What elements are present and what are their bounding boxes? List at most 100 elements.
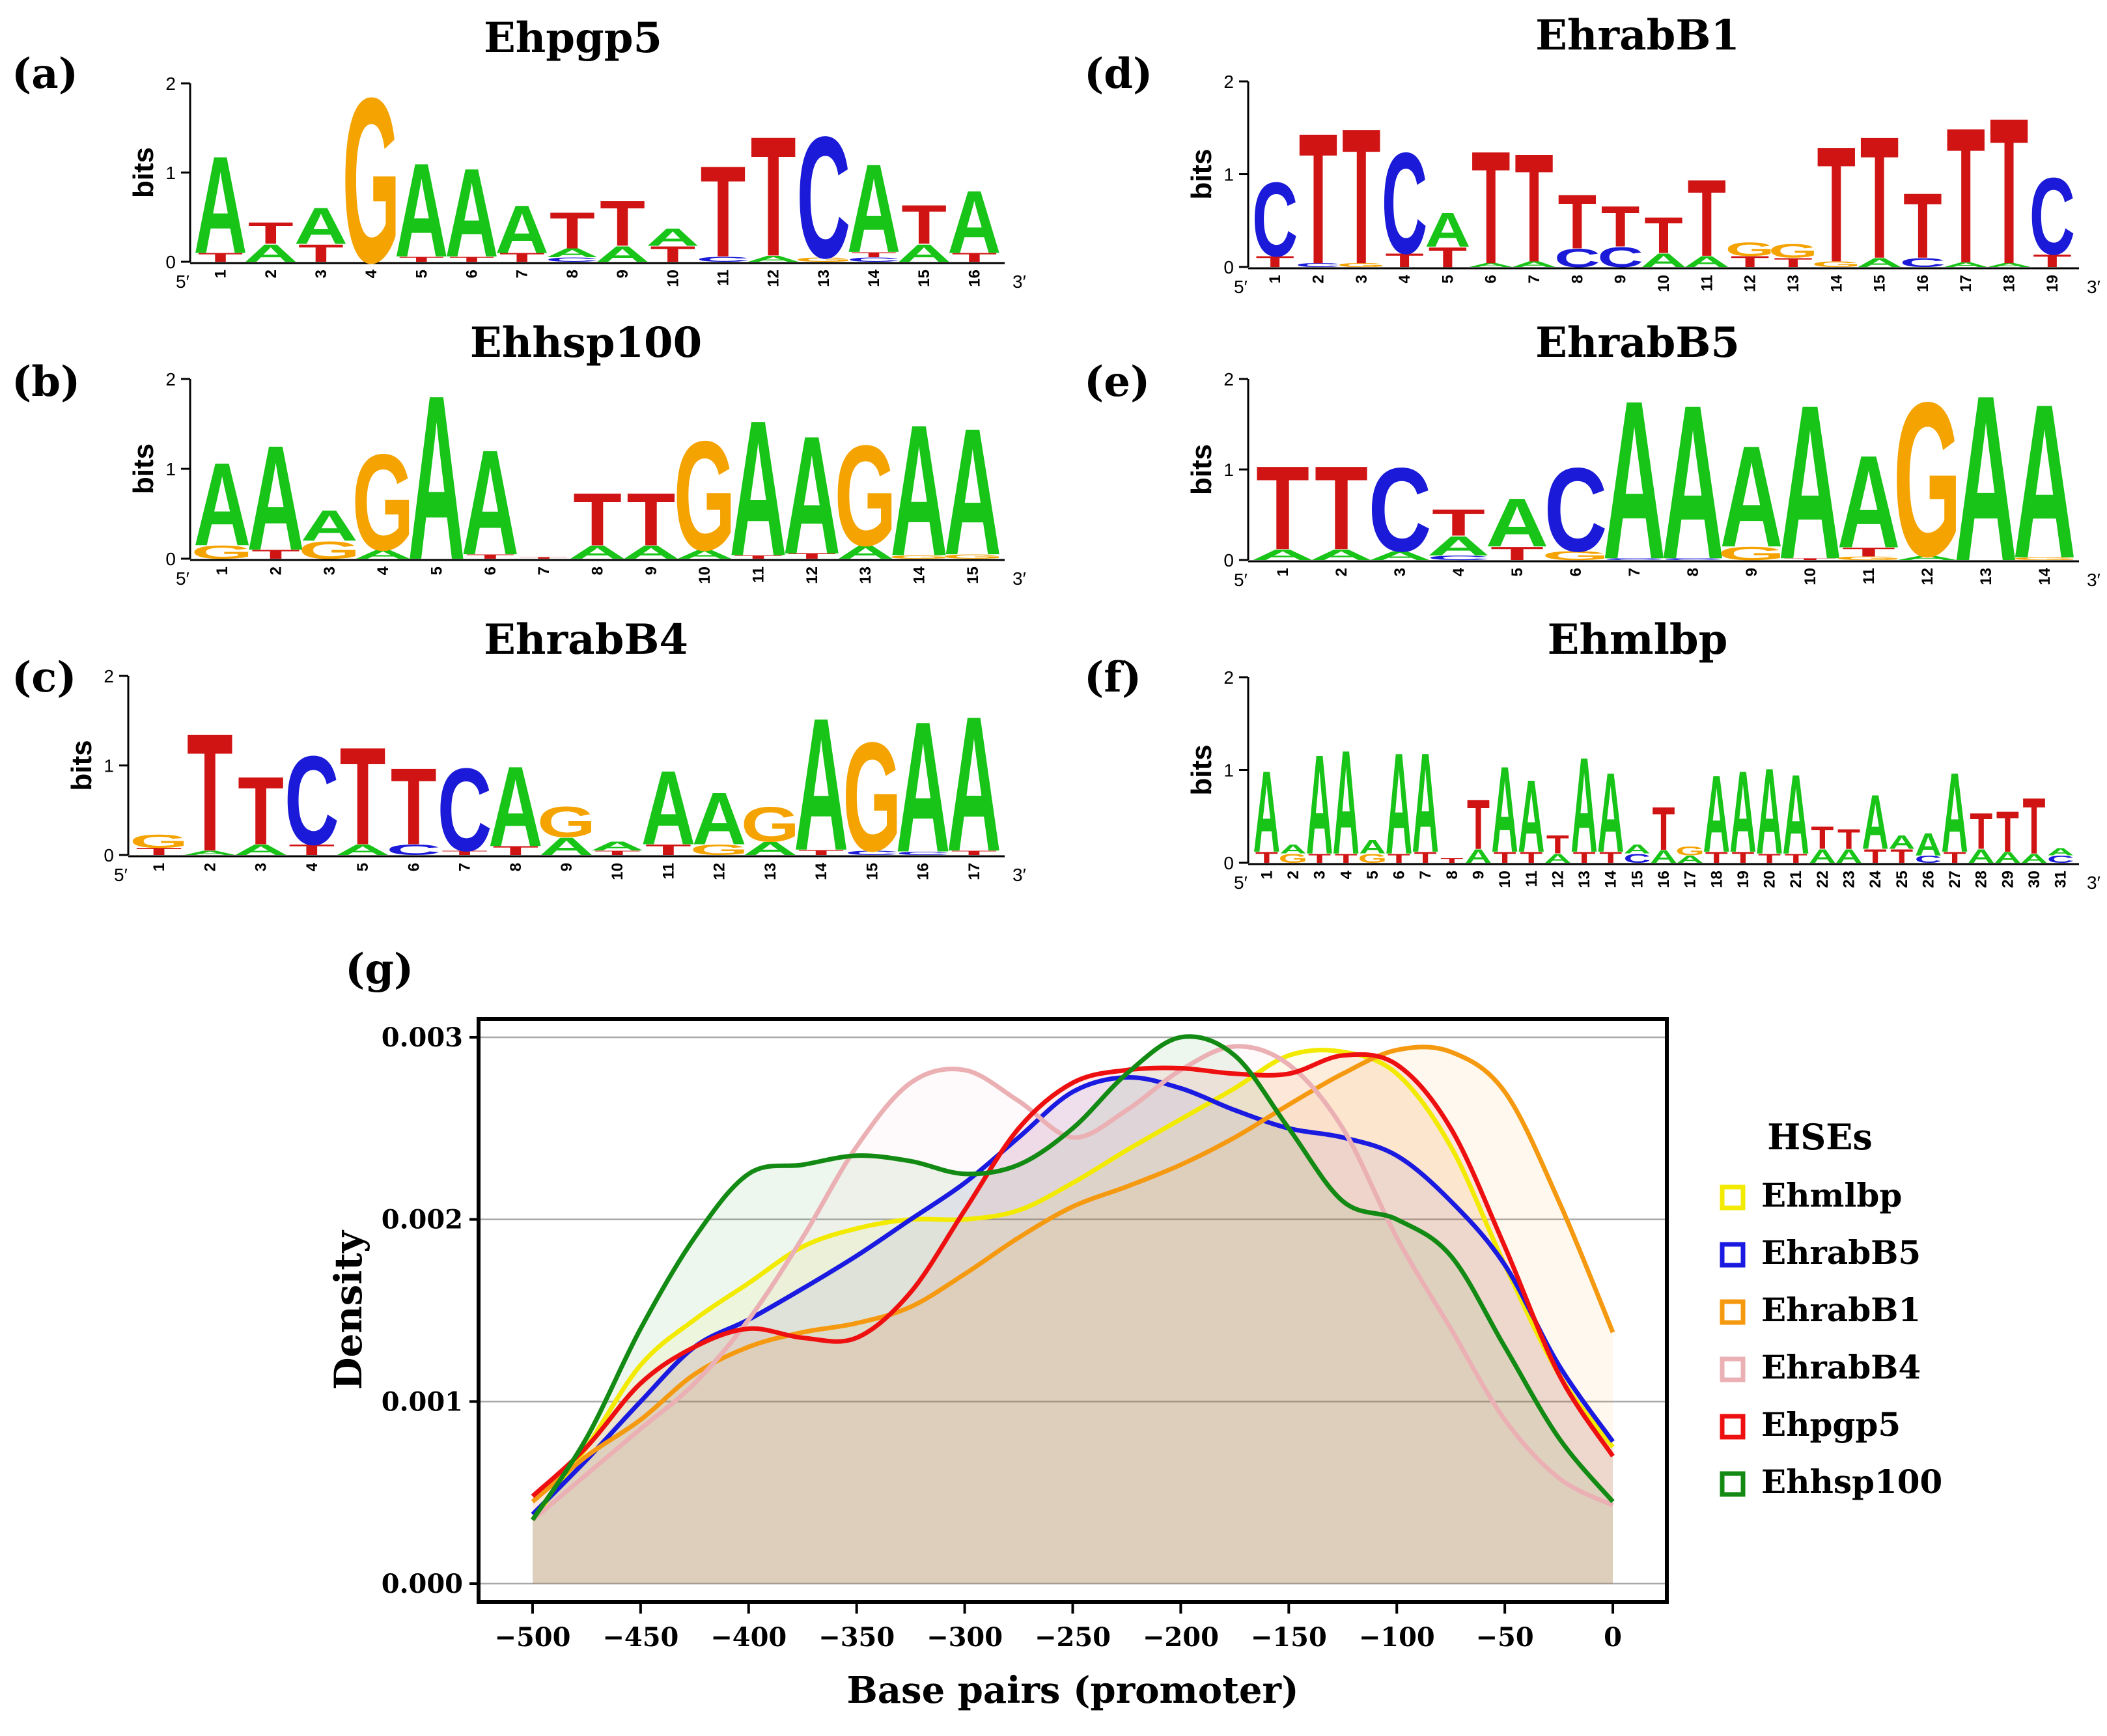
logo-letter-a: A	[1954, 346, 2017, 610]
logo-letter-a: A	[947, 676, 1001, 892]
logo-letter-g: G	[888, 554, 950, 559]
logo-position-label: 14	[865, 269, 883, 287]
logo-position-label: 12	[1742, 275, 1759, 292]
logo-letter-g: G	[1893, 357, 1962, 602]
logo-position-label: 2	[1309, 275, 1327, 283]
logo-letter-a: A	[2047, 846, 2074, 858]
legend: HSEs Ehmlbp EhrabB5 EhrabB1 EhrabB4 Ehpgp5 Ehh…	[1720, 1116, 1942, 1501]
logo-letter-t: T	[238, 757, 284, 865]
logo-letter-c: C	[1382, 123, 1427, 284]
logo-position-label: 9	[1743, 568, 1761, 576]
logo-position-label: 8	[1444, 871, 1461, 879]
logo-position-label: 7	[1626, 568, 1643, 576]
logo-letter-a: A	[692, 777, 747, 860]
logo-letter-a: A	[1661, 359, 1724, 605]
logo-letter-t: T	[1573, 849, 1596, 867]
logo-letter-t: T	[1335, 851, 1358, 865]
logo-letter-a: A	[408, 347, 465, 609]
logo-position-label: 11	[1698, 275, 1716, 291]
legend-swatch-ehrabb1	[1720, 1299, 1746, 1325]
logo-letter-t: T	[1864, 845, 1887, 867]
logo-letter-a: A	[1511, 260, 1557, 268]
logo-letter-a: A	[1412, 723, 1439, 882]
logo-letter-a: A	[488, 742, 543, 871]
logo-y-tick-label: 2	[1223, 667, 1234, 688]
logo-letter-a: A	[354, 548, 412, 561]
logo-letter-t: T	[1255, 849, 1278, 867]
logo-position-label: 27	[1946, 871, 1964, 888]
logo-letter-c: C	[1661, 558, 1724, 561]
logo-letter-a: A	[301, 501, 358, 550]
logo-position-label: 4	[303, 862, 321, 871]
logo-position-label: 5	[1509, 568, 1526, 576]
logo-letter-a: A	[743, 838, 798, 859]
logo-letter-a: A	[596, 242, 650, 266]
logo-letter-t: T	[851, 251, 897, 259]
logo-letter-c: C	[845, 850, 900, 857]
logo-position-label: 10	[1802, 568, 1819, 585]
logo-letter-a: A	[1468, 262, 1514, 268]
logo-position-label: 11	[1523, 871, 1541, 887]
area-ehrabb4	[532, 1046, 1613, 1584]
logo-letter-g: G	[191, 542, 253, 563]
logo-letter-a: A	[1684, 253, 1729, 270]
logo-position-label: 14	[1828, 274, 1845, 292]
logo-y-tick-label: 0	[1223, 853, 1234, 873]
logo-three-prime: 3′	[1012, 272, 1026, 292]
logo-letter-t: T	[520, 557, 568, 559]
logo-position-label: 1	[150, 863, 168, 871]
logo-position-label: 7	[535, 567, 553, 575]
logo-letter-a: A	[944, 391, 1001, 593]
logo-position-label: 8	[507, 863, 525, 871]
panel-title-b: Ehhsp100	[470, 318, 702, 367]
logo-letter-t: T	[2033, 251, 2071, 271]
logo-letter-a: A	[1279, 842, 1306, 856]
logo-letter-a: A	[395, 135, 449, 285]
logo-letter-a: A	[837, 542, 894, 563]
logo-y-tick-label: 1	[104, 756, 114, 776]
logo-position-label: 11	[750, 567, 768, 583]
logo-letter-t: T	[2023, 782, 2046, 871]
legend-entry-ehrabb1: EhrabB1	[1761, 1291, 1921, 1329]
logo-position-label: 5	[354, 863, 372, 871]
logo-position-label: 13	[815, 270, 833, 287]
logo-position-label: 7	[456, 863, 474, 871]
logo-position-label: 20	[1761, 871, 1779, 888]
logo-letter-c: C	[1554, 244, 1600, 272]
logo-three-prime: 3′	[2087, 277, 2100, 297]
legend-entry-ehmlbp: Ehmlbp	[1761, 1176, 1902, 1214]
logo-position-label: 14	[1602, 870, 1620, 888]
logo-letter-c: C	[386, 841, 441, 858]
logo-letter-g: G	[342, 48, 400, 312]
logo-letter-t: T	[187, 699, 233, 887]
logo-position-label: 15	[915, 270, 933, 287]
logo-letter-a: A	[1986, 262, 2031, 268]
x-tick-label: −100	[1359, 1622, 1435, 1653]
series-line-ehhsp100	[531, 1034, 1615, 1522]
logo-position-label: 26	[1919, 871, 1937, 888]
logo-letter-c: C	[2030, 156, 2075, 277]
logo-letter-g: G	[1542, 549, 1610, 563]
logo-letter-a: A	[2020, 851, 2047, 865]
logo-letter-a: A	[335, 841, 390, 858]
logo-letter-t: T	[1342, 89, 1380, 305]
logo-letter-t: T	[1705, 849, 1728, 867]
logo-letter-a: A	[1856, 255, 1902, 270]
logo-letter-t: T	[1472, 118, 1510, 298]
logo-letter-t: T	[1414, 849, 1437, 867]
logo-letter-t: T	[650, 242, 695, 266]
logo-letter-t: T	[449, 255, 495, 264]
logo-letter-c: C	[1427, 554, 1490, 561]
logo-letter-a: A	[462, 419, 519, 587]
logo-letter-t: T	[1432, 501, 1485, 544]
logo-letter-a: A	[495, 192, 549, 268]
logo-y-tick-label: 1	[1223, 460, 1234, 480]
logo-letter-a: A	[1756, 744, 1783, 880]
panel-label-g: (g)	[345, 945, 413, 994]
logo-letter-c: C	[847, 257, 901, 264]
logo-position-label: 6	[482, 567, 499, 575]
logo-letter-t: T	[1315, 441, 1368, 575]
logo-letter-a: A	[622, 542, 680, 563]
logo-letter-t: T	[1385, 250, 1424, 272]
logo-position-label: 1	[1274, 568, 1292, 576]
